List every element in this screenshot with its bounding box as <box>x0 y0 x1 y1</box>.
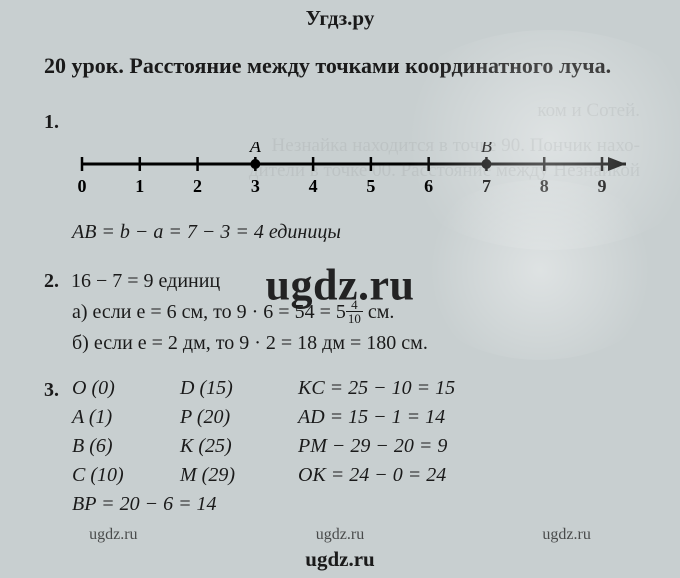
task2-a: а) если e = 6 см, то 9 · 6 = 54 = 5410 с… <box>44 297 636 328</box>
svg-text:4: 4 <box>309 176 318 196</box>
task3-grid: O (0) D (15) KC = 25 − 10 = 15 A (1) P (20) A… <box>44 377 636 487</box>
svg-text:2: 2 <box>193 176 202 196</box>
task-number: 1. <box>44 107 66 138</box>
task3-cell: OK = 24 − 0 = 24 <box>298 464 636 487</box>
fraction: 410 <box>346 298 363 325</box>
watermark-footer: ugdz.ru <box>0 547 680 572</box>
task2-a-prefix: а) если e = 6 см, то 9 · 6 = 54 = 5 <box>72 301 346 323</box>
page-content: 20 урок. Расстояние между точками коорди… <box>0 31 680 544</box>
svg-text:5: 5 <box>366 176 375 196</box>
task2-a-suffix: см. <box>363 301 395 323</box>
svg-text:1: 1 <box>135 176 144 196</box>
svg-text:8: 8 <box>540 176 549 196</box>
task3-cell: P (20) <box>180 406 290 429</box>
task-3: 3. O (0) D (15) KC = 25 − 10 = 15 A (1) P (2… <box>44 377 636 516</box>
task3-cell: M (29) <box>180 464 290 487</box>
task3-cell: B (6) <box>72 435 172 458</box>
site-header: Угдз.ру <box>0 0 680 31</box>
svg-text:7: 7 <box>482 176 491 196</box>
task-number: 3. <box>44 379 66 402</box>
task1-equation: AB = b − a = 7 − 3 = 4 единицы <box>44 217 636 248</box>
task-1: 1. 0 1 2 3 4 5 6 7 8 9 A B AB = b − a = 7 − 3 = 4 е… <box>44 107 636 248</box>
task3-cell: KC = 25 − 10 = 15 <box>298 377 636 400</box>
task3-last: BP = 20 − 6 = 14 <box>44 493 636 516</box>
svg-text:6: 6 <box>424 176 433 196</box>
svg-text:A: A <box>249 142 262 156</box>
task-2: 2. 16 − 7 = 9 единиц а) если e = 6 см, т… <box>44 266 636 359</box>
task3-cell: A (1) <box>72 406 172 429</box>
number-line-wrap: 0 1 2 3 4 5 6 7 8 9 A B <box>44 142 636 207</box>
task-number: 2. <box>44 266 66 297</box>
number-line: 0 1 2 3 4 5 6 7 8 9 A B <box>72 142 632 202</box>
svg-text:9: 9 <box>598 176 607 196</box>
task2-main: 16 − 7 = 9 единиц <box>71 270 220 292</box>
task2-b: б) если e = 2 дм, то 9 · 2 = 18 дм = 180… <box>44 328 636 359</box>
svg-text:B: B <box>481 142 492 156</box>
lesson-title: 20 урок. Расстояние между точками коорди… <box>44 53 636 79</box>
task3-cell: O (0) <box>72 377 172 400</box>
svg-text:3: 3 <box>251 176 260 196</box>
svg-text:0: 0 <box>78 176 87 196</box>
task3-cell: K (25) <box>180 435 290 458</box>
task3-cell: C (10) <box>72 464 172 487</box>
task3-cell: D (15) <box>180 377 290 400</box>
task3-cell: AD = 15 − 1 = 14 <box>298 406 636 429</box>
task3-cell: PM − 29 − 20 = 9 <box>298 435 636 458</box>
